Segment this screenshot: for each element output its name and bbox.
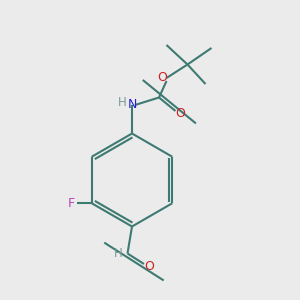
Text: O: O <box>176 107 185 120</box>
Text: H: H <box>118 96 127 109</box>
Text: O: O <box>145 260 154 273</box>
Text: N: N <box>128 98 138 111</box>
Text: O: O <box>157 70 167 84</box>
Text: H: H <box>114 247 123 260</box>
Text: F: F <box>68 197 75 210</box>
